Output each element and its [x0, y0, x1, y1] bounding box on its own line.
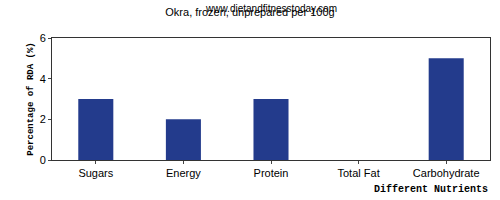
svg-text:Sugars: Sugars [78, 167, 113, 179]
svg-text:Total Fat: Total Fat [338, 167, 380, 179]
svg-text:2: 2 [40, 113, 46, 125]
svg-text:Percentage of RDA (%): Percentage of RDA (%) [26, 42, 36, 155]
svg-text:Energy: Energy [166, 167, 201, 179]
svg-text:4: 4 [40, 73, 46, 85]
svg-text:Different Nutrients: Different Nutrients [374, 184, 488, 195]
svg-text:Protein: Protein [254, 167, 289, 179]
svg-text:6: 6 [40, 32, 46, 44]
svg-text:Okra, frozen, unprepared per 1: Okra, frozen, unprepared per 100g [165, 6, 334, 18]
svg-text:www.dietandfitnesstoday.com: www.dietandfitnesstoday.com [205, 3, 337, 14]
svg-text:0: 0 [40, 154, 46, 166]
svg-text:Carbohydrate: Carbohydrate [413, 167, 480, 179]
